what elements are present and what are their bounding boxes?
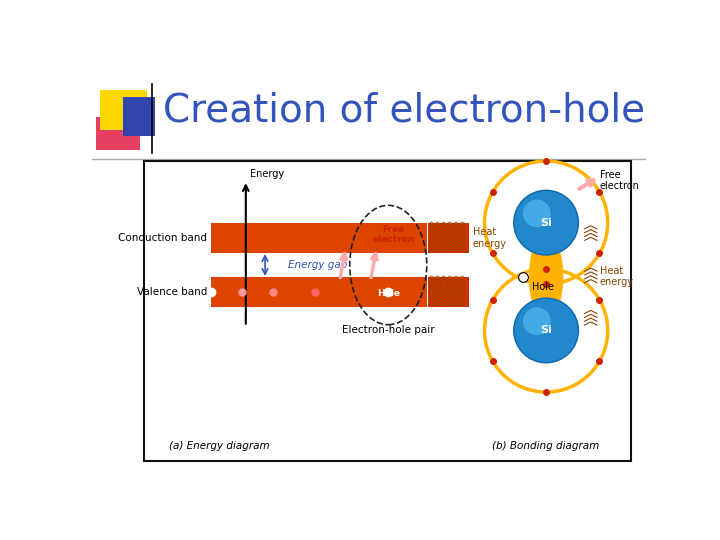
Text: Electron-hole pair: Electron-hole pair <box>342 326 435 335</box>
Bar <box>428 222 469 253</box>
Text: (b) Bonding diagram: (b) Bonding diagram <box>492 441 600 451</box>
Text: Creation of electron-hole: Creation of electron-hole <box>163 92 646 130</box>
Text: Heat
energy: Heat energy <box>600 266 634 287</box>
Text: Free
electron: Free electron <box>600 170 640 191</box>
Bar <box>144 161 631 461</box>
Circle shape <box>514 298 578 363</box>
Bar <box>211 276 427 307</box>
Text: Si: Si <box>540 218 552 228</box>
Text: Conduction band: Conduction band <box>118 233 207 243</box>
Text: Energy gap: Energy gap <box>288 260 348 270</box>
Text: Hole: Hole <box>377 289 400 298</box>
Text: Si: Si <box>540 326 552 335</box>
Bar <box>99 90 148 130</box>
Circle shape <box>514 190 578 255</box>
Text: Valence band: Valence band <box>137 287 207 297</box>
Bar <box>96 117 140 150</box>
Text: Free
electron: Free electron <box>372 225 415 244</box>
Circle shape <box>523 307 551 335</box>
Text: Heat
energy: Heat energy <box>473 227 507 249</box>
Circle shape <box>523 200 551 227</box>
Bar <box>428 276 469 307</box>
Ellipse shape <box>530 234 562 319</box>
Text: Hole: Hole <box>532 282 554 292</box>
Bar <box>122 97 155 136</box>
Bar <box>211 222 427 253</box>
Text: Energy: Energy <box>250 169 284 179</box>
Text: (a) Energy diagram: (a) Energy diagram <box>168 441 269 451</box>
